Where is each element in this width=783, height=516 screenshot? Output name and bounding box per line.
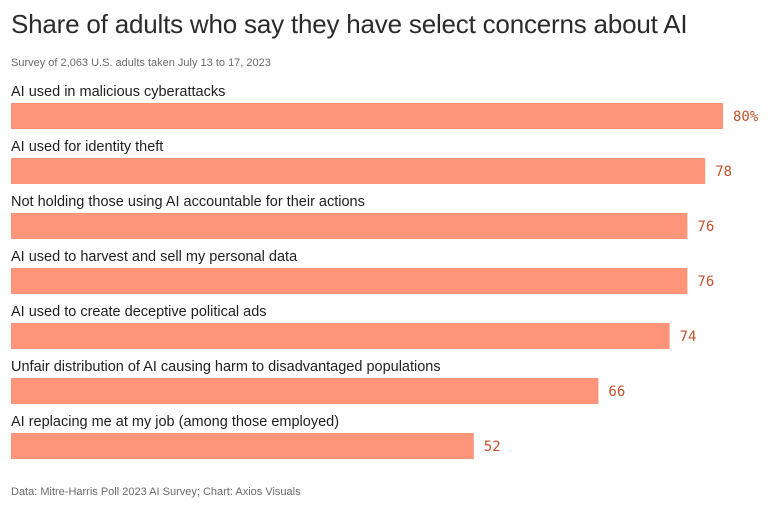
bar [11,268,688,294]
category-label: AI used in malicious cyberattacks [11,84,225,100]
category-label: AI used to harvest and sell my personal … [11,249,298,265]
bar [11,103,723,129]
chart-subtitle: Survey of 2,063 U.S. adults taken July 1… [11,57,271,69]
value-label: 74 [680,329,697,345]
value-label: 80% [733,109,759,125]
category-label: AI used to create deceptive political ad… [11,304,267,320]
bars-group: AI used in malicious cyberattacks 80% AI u… [11,84,759,459]
category-label: AI used for identity theft [11,139,163,155]
value-label: 76 [697,274,714,290]
chart-title: Share of adults who say they have select… [11,9,688,39]
value-label: 76 [697,219,714,235]
value-label: 66 [608,384,625,400]
bar [11,213,688,239]
bar [11,378,599,404]
category-label: Unfair distribution of AI causing harm t… [11,359,441,375]
bar [11,433,474,459]
bar [11,158,706,184]
source-footer: Data: Mitre-Harris Poll 2023 AI Survey; … [11,486,301,498]
value-label: 52 [484,439,501,455]
category-label: Not holding those using AI accountable f… [11,194,365,210]
category-label: AI replacing me at my job (among those e… [11,414,339,430]
bar [11,323,670,349]
value-label: 78 [715,164,732,180]
